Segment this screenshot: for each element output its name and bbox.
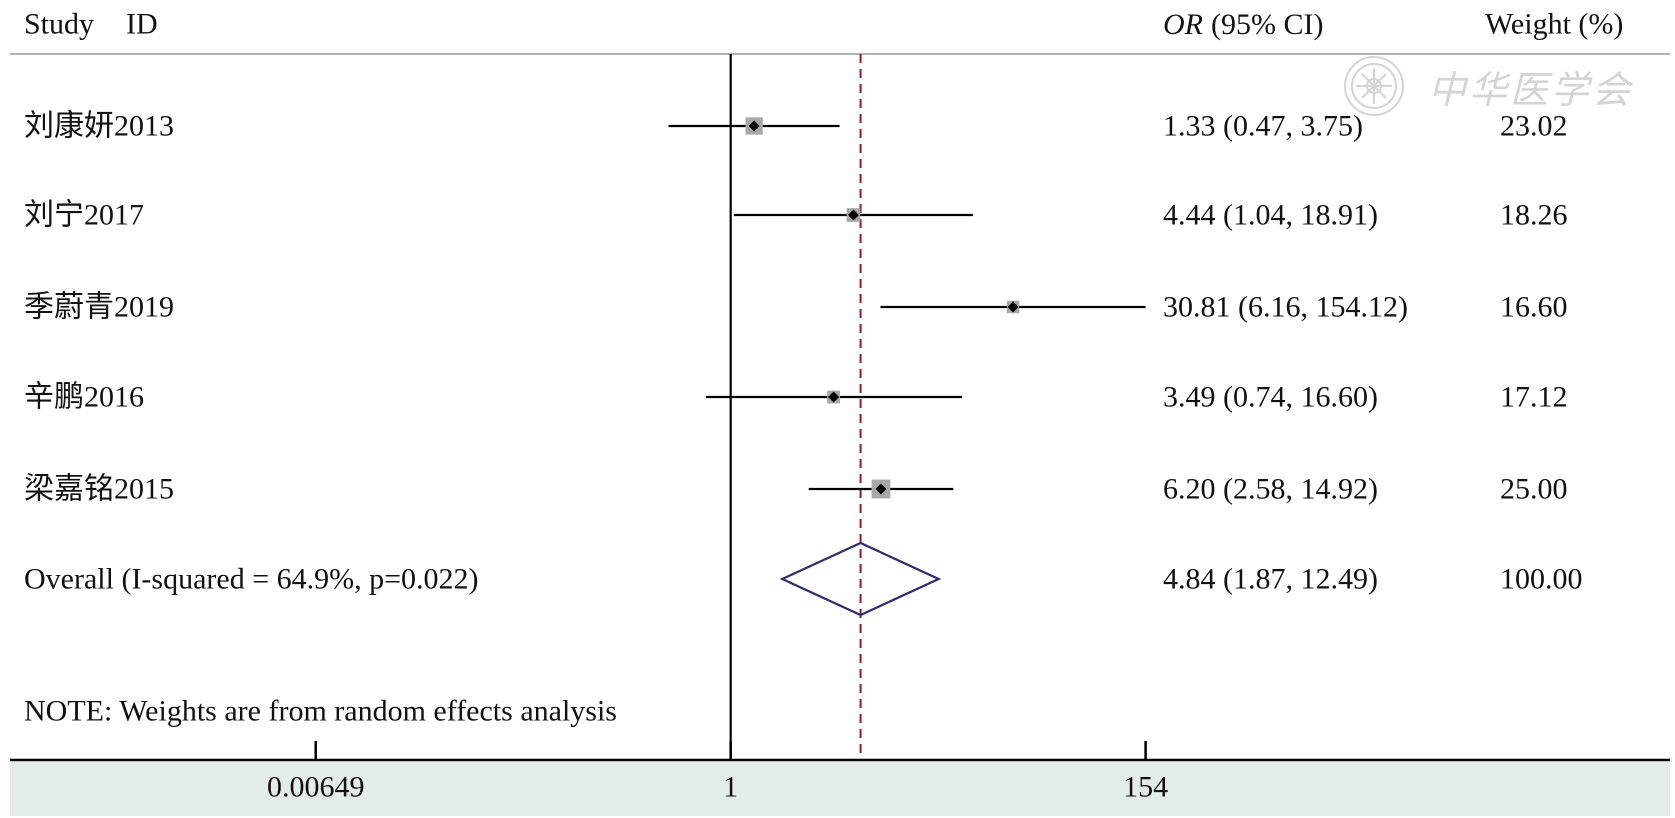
or-header-label: OR bbox=[1163, 8, 1203, 41]
pooled-estimate-diamond bbox=[779, 541, 942, 617]
study-row: 季蔚青2019 30.81 (6.16, 154.12) 16.60 bbox=[24, 291, 1568, 324]
point-estimate-marker bbox=[847, 209, 859, 221]
watermark: 中华医学会 bbox=[1344, 56, 1634, 116]
or-ci-value: 4.44 (1.04, 18.91) bbox=[1163, 199, 1378, 232]
study-label: 辛鹏2016 bbox=[24, 381, 144, 414]
study-row: 刘康妍2013 1.33 (0.47, 3.75) 23.02 bbox=[24, 110, 1568, 143]
weights-note: NOTE: Weights are from random effects an… bbox=[24, 695, 617, 728]
weight-value: 18.26 bbox=[1500, 199, 1568, 232]
study-label: 季蔚青2019 bbox=[24, 291, 174, 324]
study-row: 刘宁2017 4.44 (1.04, 18.91) 18.26 bbox=[24, 199, 1568, 232]
study-row: 梁嘉铭2015 6.20 (2.58, 14.92) 25.00 bbox=[24, 473, 1568, 506]
weight-column-header: Weight (%) bbox=[1485, 8, 1623, 41]
study-row: 辛鹏2016 3.49 (0.74, 16.60) 17.12 bbox=[24, 381, 1568, 414]
study-column-header: Study bbox=[24, 8, 94, 41]
weight-value: 23.02 bbox=[1500, 110, 1568, 143]
weight-value: 17.12 bbox=[1500, 381, 1568, 414]
or-ci-column-header: OR (95% CI) bbox=[1163, 8, 1323, 41]
association-emblem-icon bbox=[1344, 56, 1404, 116]
weight-value: 16.60 bbox=[1500, 291, 1568, 324]
x-tick-label: 154 bbox=[1123, 771, 1168, 804]
watermark-text: 中华医学会 bbox=[1428, 70, 1634, 112]
x-axis-band bbox=[10, 762, 1670, 816]
table-header: Study ID OR (95% CI) Weight (%) bbox=[10, 8, 1670, 55]
x-axis: 0.00649 1 154 bbox=[10, 741, 1670, 804]
reference-lines bbox=[729, 54, 862, 760]
point-estimate-marker bbox=[1007, 301, 1019, 313]
or-ci-value: 1.33 (0.47, 3.75) bbox=[1163, 110, 1363, 143]
point-estimate-marker bbox=[828, 391, 840, 403]
overall-weight-value: 100.00 bbox=[1500, 563, 1583, 596]
id-column-header: ID bbox=[126, 8, 158, 41]
weight-value: 25.00 bbox=[1500, 473, 1568, 506]
study-rows: 刘康妍2013 1.33 (0.47, 3.75) 23.02 刘宁2017 4.44 … bbox=[24, 110, 1568, 506]
study-label: 刘康妍2013 bbox=[24, 110, 174, 143]
study-label: 刘宁2017 bbox=[24, 199, 144, 232]
overall-row: Overall (I-squared = 64.9%, p=0.022) 4.84… bbox=[24, 541, 1583, 617]
x-tick-label: 0.00649 bbox=[267, 771, 365, 804]
point-estimate-marker bbox=[875, 483, 887, 495]
or-ci-value: 3.49 (0.74, 16.60) bbox=[1163, 381, 1378, 414]
x-tick-label: 1 bbox=[723, 771, 738, 804]
ci-header-label: (95% CI) bbox=[1211, 8, 1323, 41]
or-ci-value: 6.20 (2.58, 14.92) bbox=[1163, 473, 1378, 506]
overall-or-ci-value: 4.84 (1.87, 12.49) bbox=[1163, 563, 1378, 596]
point-estimate-marker bbox=[748, 120, 760, 132]
study-label: 梁嘉铭2015 bbox=[24, 473, 174, 506]
or-ci-value: 30.81 (6.16, 154.12) bbox=[1163, 291, 1408, 324]
overall-label: Overall (I-squared = 64.9%, p=0.022) bbox=[24, 563, 479, 596]
